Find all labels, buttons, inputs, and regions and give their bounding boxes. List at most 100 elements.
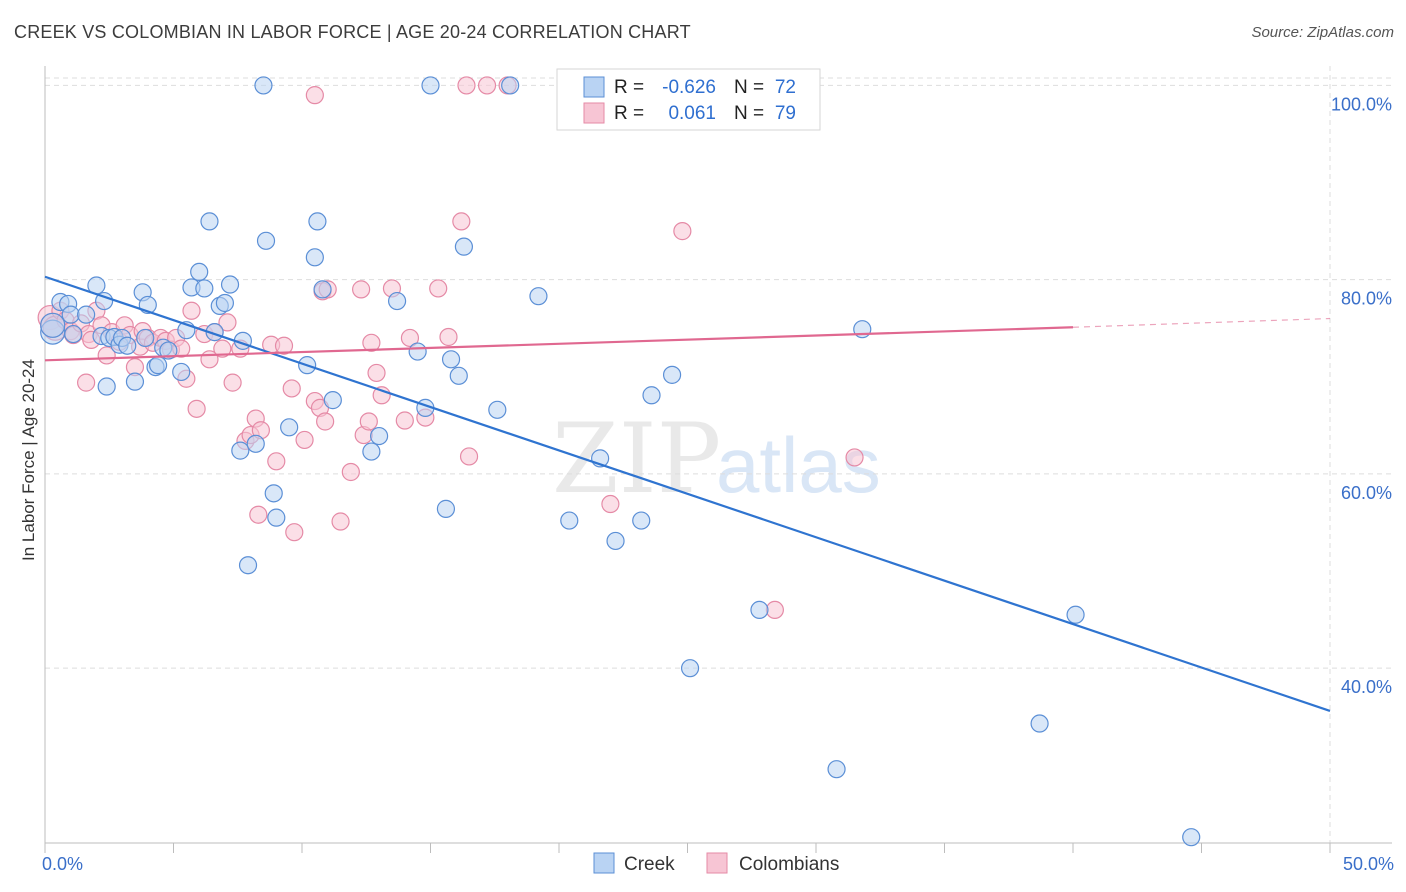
colombian-point	[400, 328, 420, 348]
creek-point	[750, 600, 769, 620]
creek-point	[370, 426, 389, 446]
colombian-point	[249, 505, 268, 524]
trend-lines	[44, 275, 1331, 712]
y-tick-label: 60.0%	[1341, 483, 1392, 503]
creek-point	[254, 76, 273, 95]
creek-point	[680, 659, 700, 678]
creek-point	[362, 442, 381, 461]
legend-colombian-swatch	[706, 852, 728, 874]
creek-point	[305, 248, 324, 267]
creek-point	[560, 511, 579, 530]
colombian-point	[305, 86, 324, 105]
colombian-point	[274, 336, 294, 355]
colombian-n-value: 79	[775, 103, 796, 124]
colombian-point	[845, 448, 864, 467]
colombian-r-label: R =	[614, 103, 644, 124]
x-tick-label: 50.0%	[1343, 854, 1394, 874]
creek-n-label: N =	[734, 77, 764, 98]
creek-point	[632, 511, 651, 530]
colombian-point	[765, 600, 784, 620]
colombian-point	[601, 494, 620, 514]
creek-point	[238, 556, 258, 575]
creek-point	[501, 76, 520, 95]
colombian-trend-line	[44, 326, 1074, 362]
colombian-point	[295, 430, 314, 450]
creek-point	[436, 499, 456, 518]
creek-point	[159, 341, 178, 360]
creek-point	[827, 760, 846, 779]
creek-point	[662, 365, 682, 384]
legend: Creek Colombians	[593, 852, 839, 875]
creek-point	[215, 293, 234, 313]
creek-point	[421, 76, 440, 95]
colombian-point	[218, 313, 237, 332]
watermark-zip: ZIP	[552, 403, 721, 515]
chart-source: Source: ZipAtlas.com	[1251, 24, 1394, 41]
colombian-point	[331, 512, 350, 531]
colombian-point	[77, 373, 96, 392]
colombian-point	[359, 412, 378, 431]
y-tick-label: 80.0%	[1341, 289, 1392, 309]
creek-point	[267, 508, 286, 527]
colombian-point	[367, 363, 386, 383]
stats-box: R = -0.626 N = 72 R = 0.061 N = 79	[556, 68, 821, 131]
grid-lines	[45, 66, 1392, 843]
creek-point	[454, 237, 474, 256]
creek-point	[264, 484, 283, 503]
creek-point	[136, 328, 155, 348]
colombian-point	[267, 452, 286, 471]
creek-point	[220, 275, 240, 294]
creek-r-value: -0.626	[662, 77, 716, 98]
colombian-point	[187, 399, 206, 418]
creek-point	[190, 262, 209, 282]
colombian-point	[352, 280, 371, 299]
creek-point	[280, 418, 299, 437]
colombian-r-value: 0.061	[668, 103, 716, 124]
creek-point	[387, 291, 407, 311]
colombian-point	[452, 212, 471, 231]
creek-point	[488, 400, 507, 419]
creek-swatch	[583, 76, 605, 98]
creek-point	[308, 212, 327, 231]
creek-point	[40, 312, 66, 338]
creek-point	[148, 356, 168, 375]
colombian-point	[316, 412, 335, 431]
colombian-point	[362, 333, 381, 352]
creek-point	[529, 287, 548, 306]
y-tick-label: 100.0%	[1331, 94, 1392, 114]
creek-point	[77, 305, 96, 324]
creek-point	[642, 386, 661, 405]
axes	[44, 66, 1392, 853]
colombian-point	[673, 222, 692, 241]
colombian-point	[182, 301, 201, 320]
creek-point	[449, 366, 468, 385]
colombian-point	[395, 411, 414, 430]
colombian-point	[439, 327, 458, 347]
creek-point	[1182, 828, 1201, 847]
creek-trend-line	[44, 275, 1331, 712]
legend-colombian-label: Colombians	[739, 854, 839, 875]
creek-point	[1066, 605, 1085, 624]
colombian-n-label: N =	[734, 103, 764, 124]
colombian-point	[429, 279, 448, 298]
colombian-point	[477, 76, 497, 95]
y-tick-label: 40.0%	[1341, 677, 1392, 697]
colombian-swatch	[583, 102, 605, 124]
creek-point	[172, 362, 191, 382]
creek-point	[231, 441, 250, 460]
creek-r-label: R =	[614, 77, 644, 98]
creek-n-value: 72	[775, 77, 796, 98]
creek-point	[64, 324, 83, 344]
colombian-point	[285, 523, 304, 542]
colombian-point	[341, 462, 360, 482]
creek-point	[408, 342, 427, 361]
legend-creek-label: Creek	[624, 854, 675, 875]
colombian-trend-extension	[1072, 317, 1331, 328]
creek-point	[61, 305, 80, 324]
creek-point	[606, 531, 625, 551]
creek-point	[246, 434, 265, 453]
y-axis-label: In Labor Force | Age 20-24	[19, 359, 38, 561]
creek-point	[118, 336, 137, 355]
colombian-point	[459, 447, 479, 466]
